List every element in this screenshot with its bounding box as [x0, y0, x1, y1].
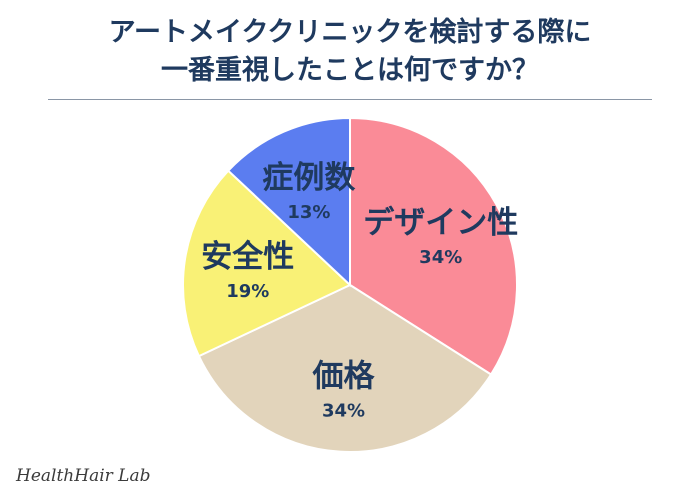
slice-label-1: 価格	[311, 358, 375, 394]
slice-value-0: 34%	[419, 247, 462, 268]
title-line-2: 一番重視したことは何ですか？	[161, 55, 539, 86]
pie-slice-1	[197, 283, 493, 453]
slice-value-1: 34%	[322, 400, 365, 421]
pie-slice-2	[182, 169, 352, 358]
slice-label-0: デザイン性	[363, 205, 518, 241]
slice-value-3: 13%	[287, 202, 330, 223]
pie-slice-3	[226, 116, 351, 288]
chart-title: アートメイククリニックを検討する際に 一番重視したことは何ですか？	[0, 14, 700, 90]
brand-watermark: HealthHair Lab	[16, 466, 151, 486]
slice-value-2: 19%	[226, 281, 269, 302]
slice-label-2: 安全性	[201, 239, 294, 275]
title-line-1: アートメイククリニックを検討する際に	[108, 17, 592, 48]
title-divider	[48, 99, 652, 100]
slice-label-3: 症例数	[262, 160, 355, 196]
